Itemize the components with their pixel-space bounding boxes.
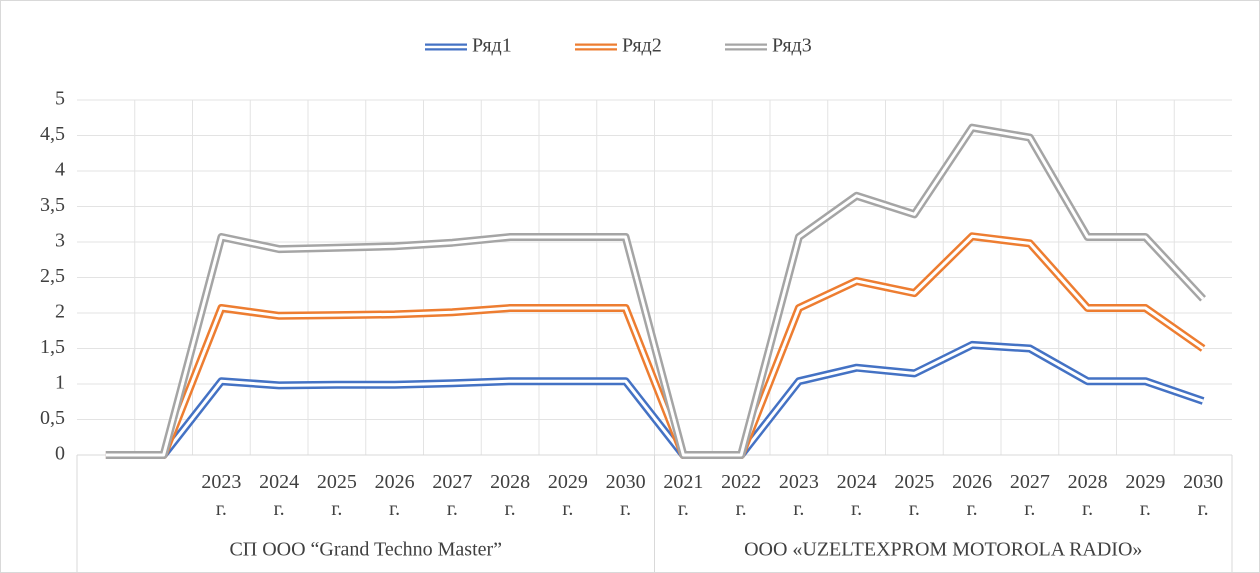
x-tick-label: 2022 г. bbox=[721, 471, 761, 520]
y-tick-label: 0,5 bbox=[40, 407, 65, 429]
x-tick-label: 2023 г. bbox=[779, 471, 819, 520]
x-tick-label: 2021 г. bbox=[663, 471, 703, 520]
y-tick-label: 3 bbox=[55, 230, 65, 252]
x-tick-label: 2026 г. bbox=[375, 471, 415, 520]
y-tick-label: 0 bbox=[55, 443, 65, 465]
series-line-inner bbox=[105, 234, 1204, 457]
x-tick-label: 2024 г. bbox=[837, 471, 877, 520]
x-tick-label: 2030 г. bbox=[606, 471, 646, 520]
legend-label: Ряд2 bbox=[622, 35, 662, 57]
y-tick-label: 4 bbox=[55, 159, 65, 181]
x-tick-label: 2027 г. bbox=[1010, 471, 1050, 520]
series-line-inner bbox=[105, 343, 1204, 457]
x-tick-label: 2029 г. bbox=[1125, 471, 1165, 520]
x-tick-label: 2028 г. bbox=[1068, 471, 1108, 520]
x-tick-label: 2026 г. bbox=[952, 471, 992, 520]
y-tick-label: 4,5 bbox=[40, 123, 65, 145]
y-tick-label: 1,5 bbox=[40, 336, 65, 358]
x-tick-label: 2027 г. bbox=[432, 471, 472, 520]
legend-label: Ряд3 bbox=[772, 35, 812, 57]
y-tick-label: 1 bbox=[55, 372, 65, 394]
y-tick-label: 2 bbox=[55, 301, 65, 323]
x-tick-label: 2030 г. bbox=[1183, 471, 1223, 520]
x-tick-label: 2025 г. bbox=[894, 471, 934, 520]
x-tick-label: 2025 г. bbox=[317, 471, 357, 520]
x-tick-label: 2024 г. bbox=[259, 471, 299, 520]
group-label: ООО «UZELTEXPROM MOTOROLA RADIO» bbox=[744, 539, 1142, 561]
y-tick-label: 2,5 bbox=[40, 265, 65, 287]
legend-label: Ряд1 bbox=[472, 35, 512, 57]
x-tick-label: 2028 г. bbox=[490, 471, 530, 520]
group-label: СП ООО “Grand Techno Master” bbox=[229, 539, 502, 561]
y-tick-label: 3,5 bbox=[40, 194, 65, 216]
x-tick-label: 2023 г. bbox=[201, 471, 241, 520]
y-tick-label: 5 bbox=[55, 88, 65, 110]
x-tick-label: 2029 г. bbox=[548, 471, 588, 520]
series-line-inner bbox=[105, 126, 1205, 457]
